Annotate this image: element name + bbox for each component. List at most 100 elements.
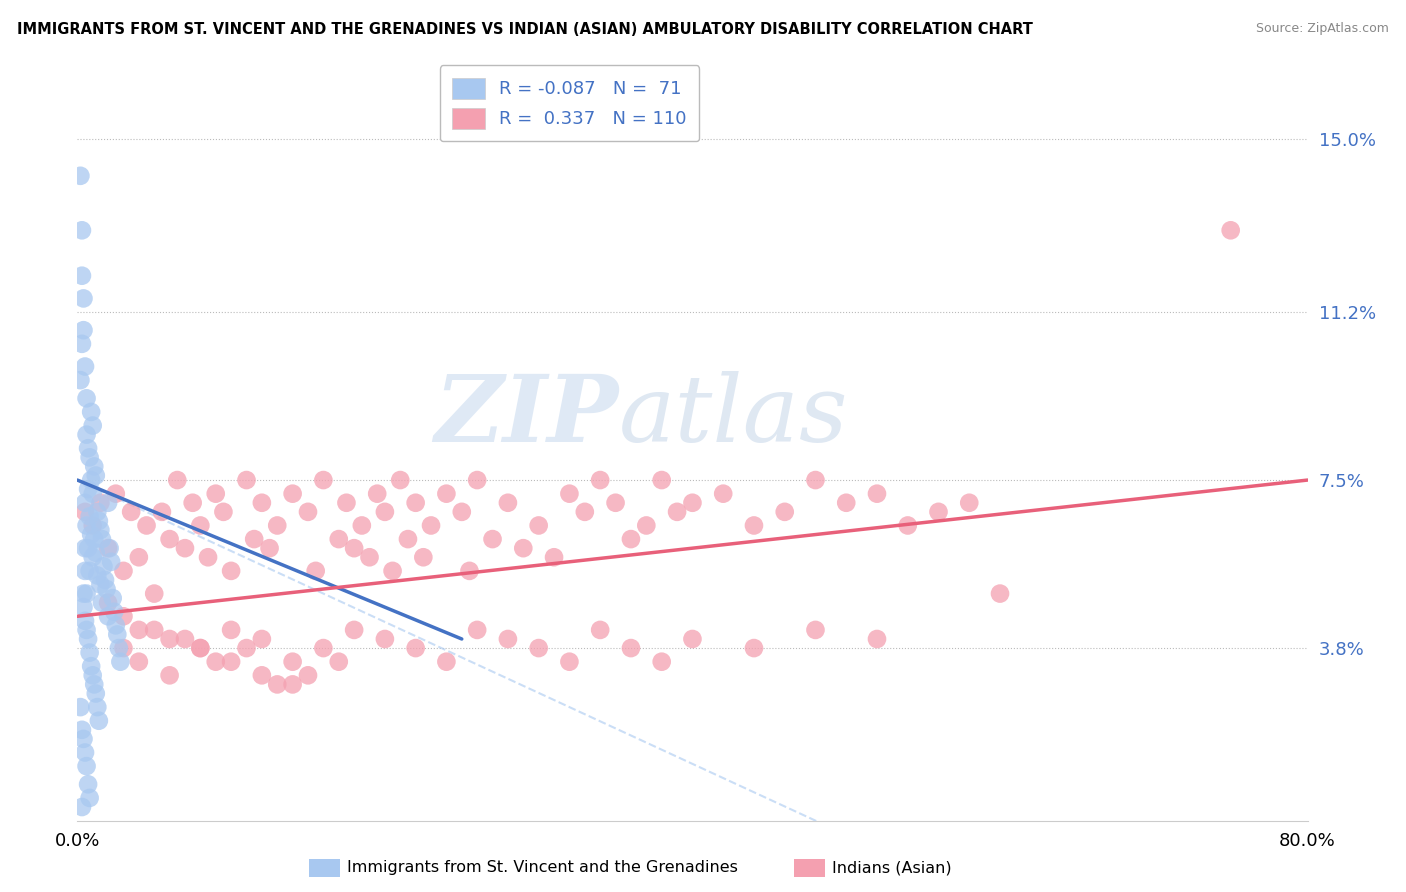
Point xyxy=(297,668,319,682)
Point xyxy=(589,473,612,487)
Point xyxy=(69,169,91,183)
Point xyxy=(72,600,94,615)
Point xyxy=(120,505,142,519)
Point xyxy=(77,482,100,496)
Point xyxy=(682,632,704,646)
Point xyxy=(76,759,98,773)
Point xyxy=(110,655,132,669)
Point xyxy=(103,605,125,619)
Point xyxy=(82,668,104,682)
Text: IMMIGRANTS FROM ST. VINCENT AND THE GRENADINES VS INDIAN (ASIAN) AMBULATORY DISA: IMMIGRANTS FROM ST. VINCENT AND THE GREN… xyxy=(17,22,1033,37)
Text: ZIP: ZIP xyxy=(434,371,619,461)
Point xyxy=(266,677,288,691)
Point xyxy=(70,268,93,283)
Point xyxy=(104,486,127,500)
Point xyxy=(243,532,266,546)
Point xyxy=(651,655,673,669)
Point xyxy=(866,486,889,500)
Point xyxy=(72,586,94,600)
Point xyxy=(412,550,434,565)
Point xyxy=(212,505,235,519)
Point xyxy=(312,473,335,487)
Point xyxy=(343,623,366,637)
Point xyxy=(281,655,304,669)
Point xyxy=(666,505,689,519)
Text: Immigrants from St. Vincent and the Grenadines: Immigrants from St. Vincent and the Gren… xyxy=(347,861,738,875)
Point xyxy=(366,486,388,500)
Point xyxy=(174,632,197,646)
Point xyxy=(181,496,204,510)
Point xyxy=(143,586,166,600)
Point xyxy=(84,468,107,483)
Point xyxy=(374,505,396,519)
Point xyxy=(250,668,273,682)
Point xyxy=(465,473,488,487)
Point xyxy=(219,564,242,578)
Point xyxy=(235,641,257,656)
Point xyxy=(101,591,124,606)
Point xyxy=(742,641,765,656)
Point xyxy=(90,596,114,610)
Point xyxy=(436,655,458,669)
Point xyxy=(527,641,550,656)
Point xyxy=(496,632,519,646)
Point xyxy=(94,573,117,587)
Point xyxy=(82,418,104,433)
Point xyxy=(105,627,128,641)
Point xyxy=(204,486,226,500)
Point xyxy=(543,550,565,565)
Point xyxy=(80,473,103,487)
Point xyxy=(96,582,118,596)
Point xyxy=(112,564,135,578)
Point xyxy=(86,700,108,714)
Point xyxy=(651,473,673,487)
Point xyxy=(79,791,101,805)
Point xyxy=(374,632,396,646)
Point xyxy=(76,392,98,406)
Point xyxy=(69,373,91,387)
Point xyxy=(835,496,858,510)
Point xyxy=(128,655,150,669)
Point xyxy=(328,655,350,669)
Text: Indians (Asian): Indians (Asian) xyxy=(832,861,952,875)
Point xyxy=(620,641,643,656)
Point xyxy=(79,509,101,524)
Point xyxy=(143,623,166,637)
Point xyxy=(89,523,111,537)
Point xyxy=(79,646,101,660)
Point xyxy=(86,505,108,519)
Point xyxy=(1219,223,1241,237)
Point xyxy=(866,632,889,646)
Point xyxy=(73,541,96,556)
Point xyxy=(305,564,328,578)
Point xyxy=(281,677,304,691)
Point xyxy=(465,623,488,637)
Point xyxy=(72,323,94,337)
Point xyxy=(108,641,131,656)
Point xyxy=(450,505,472,519)
Point xyxy=(77,632,100,646)
Point xyxy=(77,541,100,556)
Point xyxy=(281,486,304,500)
Point xyxy=(773,505,796,519)
Point xyxy=(343,541,366,556)
Point xyxy=(188,518,212,533)
Point xyxy=(97,496,120,510)
Point xyxy=(83,677,105,691)
Point xyxy=(73,359,96,374)
Point xyxy=(359,550,381,565)
Point xyxy=(574,505,596,519)
Point xyxy=(436,486,458,500)
Point xyxy=(605,496,627,510)
Point xyxy=(250,632,273,646)
Text: atlas: atlas xyxy=(619,371,848,461)
Point xyxy=(197,550,219,565)
Point xyxy=(420,518,443,533)
Point xyxy=(405,496,427,510)
Point xyxy=(481,532,503,546)
Point xyxy=(72,292,94,306)
Point xyxy=(135,518,157,533)
Point xyxy=(73,505,96,519)
Point xyxy=(128,550,150,565)
Point xyxy=(204,655,226,669)
